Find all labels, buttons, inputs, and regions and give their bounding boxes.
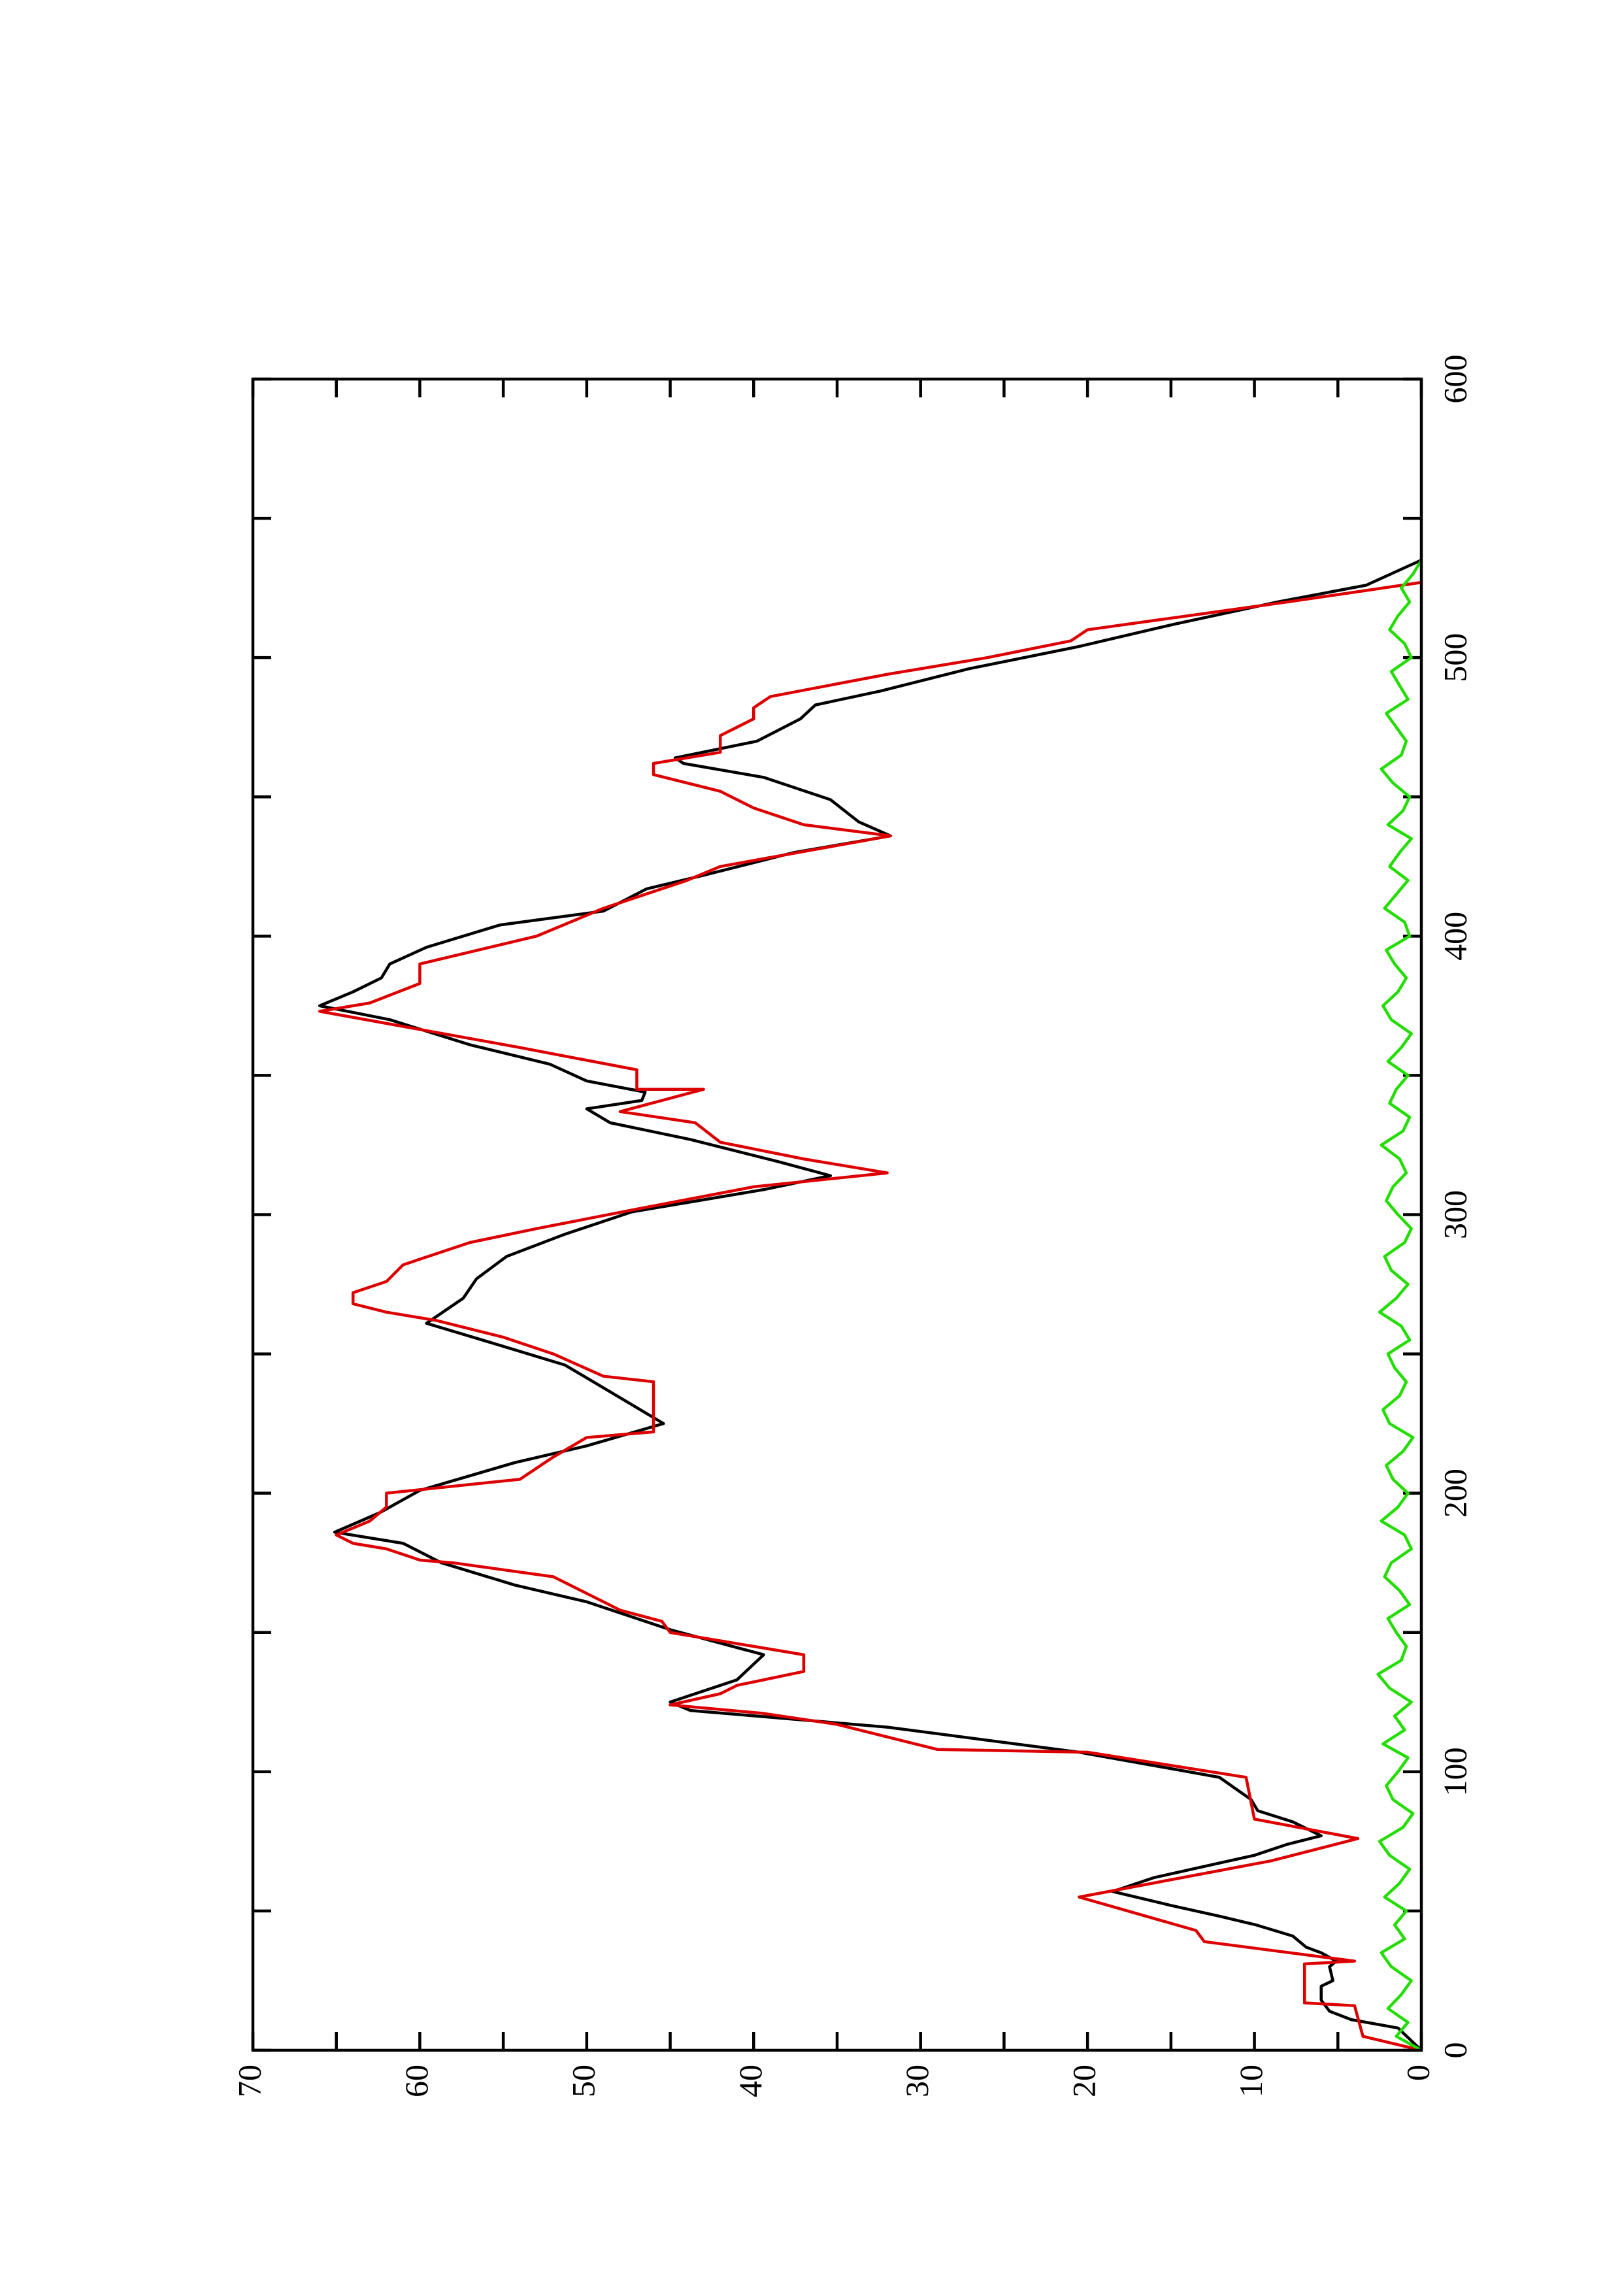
y-tick-label: 30 (899, 2065, 935, 2097)
data-line (318, 580, 1422, 2052)
y-tick-label: 0 (1399, 2065, 1436, 2081)
x-tick-label: 600 (1436, 355, 1473, 404)
y-tick-label: 10 (1232, 2065, 1269, 2097)
plot-frame (251, 377, 1423, 2052)
data-line (318, 558, 1423, 2052)
y-tick-label: 70 (231, 2065, 267, 2097)
x-tick-label: 500 (1436, 633, 1473, 682)
y-tick-label: 60 (398, 2065, 435, 2097)
x-tick-label: 100 (1436, 1747, 1473, 1796)
y-tick-label: 50 (565, 2065, 601, 2097)
x-tick-label: 0 (1436, 2042, 1473, 2059)
y-tick-label: 40 (732, 2065, 769, 2097)
x-tick-label: 300 (1436, 1190, 1473, 1239)
plot-area: 0 100 200 300 400 500 600 0 10 20 30 40 50 60 70 (231, 355, 1473, 2098)
x-tick-label: 400 (1436, 912, 1473, 961)
y-tick-label: 20 (1066, 2065, 1102, 2097)
x-tick-label: 200 (1436, 1469, 1473, 1518)
data-line (1376, 559, 1423, 2052)
